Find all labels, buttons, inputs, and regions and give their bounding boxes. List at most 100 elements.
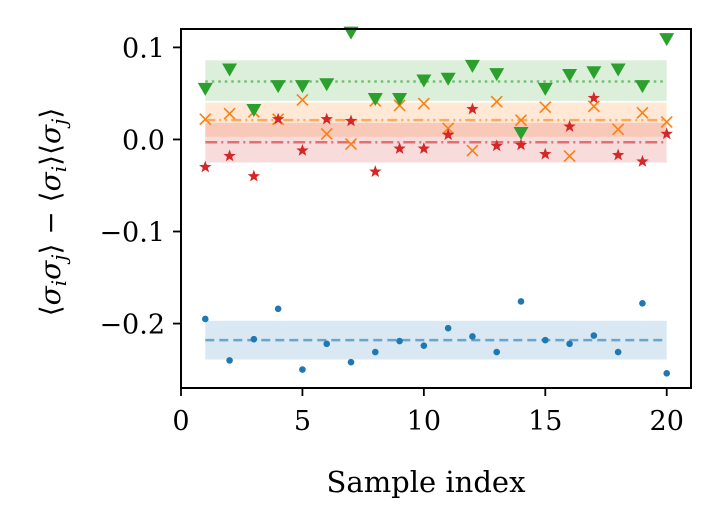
ylabel-close-2: ⟩ bbox=[34, 155, 67, 166]
point-red-17 bbox=[587, 91, 601, 104]
point-blue-19 bbox=[639, 300, 646, 307]
x-axis-ticks: 0 5 10 15 20 bbox=[172, 388, 684, 437]
ylabel-sigma-1: σ bbox=[34, 285, 67, 305]
point-green-15 bbox=[537, 82, 553, 96]
ylabel-sub-j-2: j bbox=[47, 119, 71, 129]
point-green-11 bbox=[440, 72, 456, 86]
point-blue-10 bbox=[420, 342, 428, 349]
x-tick-label-10: 10 bbox=[407, 406, 441, 437]
point-green-1 bbox=[197, 82, 213, 96]
point-orange-6 bbox=[320, 127, 333, 141]
point-green-20 bbox=[659, 33, 675, 47]
mean-lines bbox=[205, 80, 667, 342]
point-orange-1 bbox=[199, 113, 212, 126]
point-red-14 bbox=[514, 138, 528, 151]
point-red-15 bbox=[539, 147, 552, 160]
point-orange-17 bbox=[587, 100, 600, 113]
ylabel-sigma-3: σ bbox=[34, 171, 67, 191]
x-tick-label-20: 20 bbox=[650, 406, 684, 437]
ylabel-close-3: ⟩ bbox=[34, 108, 67, 119]
point-green-9 bbox=[392, 92, 408, 106]
point-blue-13 bbox=[493, 348, 501, 356]
point-orange-14 bbox=[514, 114, 528, 127]
point-green-5 bbox=[294, 80, 310, 94]
point-orange-20 bbox=[660, 115, 673, 129]
point-green-17 bbox=[586, 66, 602, 80]
point-red-16 bbox=[563, 120, 576, 132]
point-blue-7 bbox=[347, 358, 355, 366]
point-orange-10 bbox=[417, 97, 430, 110]
point-blue-3 bbox=[250, 335, 258, 343]
point-orange-18 bbox=[612, 123, 625, 136]
point-green-8 bbox=[367, 92, 383, 106]
y-tick-label-1: −0.1 bbox=[99, 218, 165, 249]
point-green-4 bbox=[270, 80, 286, 94]
point-red-4 bbox=[271, 112, 285, 125]
ylabel-sub-i-2: i bbox=[47, 166, 71, 172]
point-orange-5 bbox=[296, 93, 309, 106]
point-red-6 bbox=[320, 112, 333, 125]
ylabel-open-3: ⟨ bbox=[34, 144, 67, 155]
ylabel-sigma-2: σ bbox=[34, 260, 67, 280]
point-green-3 bbox=[246, 104, 262, 118]
point-blue-14 bbox=[517, 298, 525, 305]
point-blue-18 bbox=[614, 348, 622, 356]
x-axis-label: Sample index bbox=[327, 465, 526, 499]
point-orange-7 bbox=[344, 137, 358, 151]
ylabel-sigma-4: σ bbox=[34, 124, 67, 144]
point-blue-8 bbox=[371, 348, 379, 356]
point-blue-15 bbox=[541, 336, 549, 344]
point-red-9 bbox=[393, 142, 406, 154]
point-green-10 bbox=[416, 74, 432, 88]
point-red-8 bbox=[369, 165, 382, 177]
point-orange-13 bbox=[490, 95, 503, 108]
point-orange-2 bbox=[223, 107, 236, 120]
ylabel-sub-j-1: j bbox=[47, 255, 71, 265]
point-red-20 bbox=[660, 127, 673, 140]
point-green-19 bbox=[634, 80, 650, 94]
point-orange-19 bbox=[636, 106, 649, 119]
point-red-11 bbox=[441, 128, 455, 141]
y-tick-label-2: 0.0 bbox=[122, 125, 165, 156]
ylabel-minus: − bbox=[34, 202, 67, 243]
point-red-12 bbox=[466, 102, 479, 115]
point-green-14 bbox=[513, 127, 529, 141]
point-blue-17 bbox=[590, 332, 598, 339]
point-green-2 bbox=[222, 63, 238, 77]
point-green-18 bbox=[610, 63, 626, 77]
point-blue-16 bbox=[566, 340, 573, 348]
confidence-bands bbox=[205, 60, 667, 360]
y-axis-ticks: −0.2 −0.1 0.0 0.1 bbox=[99, 33, 181, 341]
ylabel-close-1: ⟩ bbox=[34, 244, 67, 255]
y-axis-label: ⟨σiσj⟩ − ⟨σi⟩⟨σj⟩ bbox=[34, 108, 71, 317]
ylabel-open-1: ⟨ bbox=[34, 305, 67, 316]
point-red-10 bbox=[417, 142, 431, 154]
point-green-13 bbox=[489, 68, 505, 82]
point-red-7 bbox=[344, 114, 358, 127]
ylabel-open-2: ⟨ bbox=[34, 191, 67, 202]
point-red-2 bbox=[223, 149, 236, 162]
point-orange-12 bbox=[466, 144, 479, 157]
point-blue-20 bbox=[663, 369, 671, 377]
point-red-1 bbox=[199, 160, 212, 173]
x-tick-label-0: 0 bbox=[172, 406, 189, 437]
ylabel-sub-i-1: i bbox=[47, 280, 71, 286]
point-green-12 bbox=[464, 59, 480, 73]
x-tick-label-5: 5 bbox=[294, 406, 311, 437]
point-blue-12 bbox=[469, 333, 476, 340]
x-tick-label-15: 15 bbox=[528, 406, 562, 437]
point-blue-11 bbox=[444, 324, 452, 332]
point-red-5 bbox=[296, 144, 309, 156]
point-blue-9 bbox=[396, 337, 403, 345]
point-blue-2 bbox=[226, 357, 233, 364]
point-blue-5 bbox=[299, 366, 306, 373]
point-green-6 bbox=[319, 78, 335, 92]
point-green-16 bbox=[562, 69, 578, 83]
point-orange-15 bbox=[539, 101, 552, 114]
point-orange-16 bbox=[563, 149, 576, 163]
point-red-18 bbox=[611, 148, 625, 161]
plot-frame bbox=[180, 28, 692, 389]
y-tick-label-3: 0.1 bbox=[122, 33, 165, 64]
point-blue-4 bbox=[274, 305, 282, 313]
point-red-13 bbox=[490, 139, 503, 152]
